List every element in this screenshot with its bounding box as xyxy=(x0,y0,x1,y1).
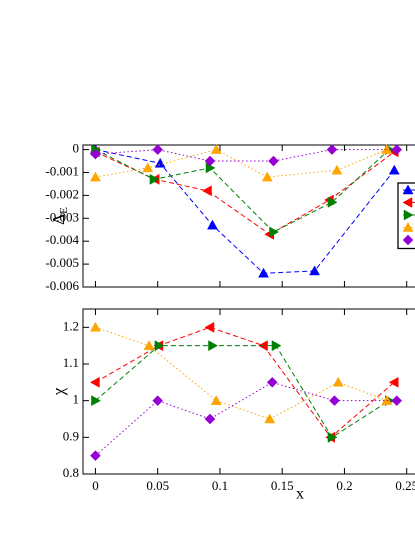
marker xyxy=(208,340,218,352)
series-line xyxy=(95,345,390,439)
y-axis-label-sub: E xyxy=(58,207,70,214)
marker xyxy=(89,376,100,388)
marker xyxy=(91,395,101,407)
x-tick-label: 0.05 xyxy=(146,478,169,493)
y-tick-label: 1 xyxy=(73,392,80,407)
series-line xyxy=(95,149,390,233)
x-tick-label: 0.15 xyxy=(271,478,294,493)
marker xyxy=(388,164,400,175)
marker xyxy=(388,376,399,388)
series-line xyxy=(95,326,395,439)
marker xyxy=(327,431,338,443)
y-axis-label: χ xyxy=(49,387,68,396)
y-tick-label: -0.003 xyxy=(45,209,79,224)
legend-marker xyxy=(402,234,414,246)
marker xyxy=(143,340,155,350)
marker xyxy=(309,265,320,276)
y-tick-label: -0.005 xyxy=(45,255,79,270)
marker xyxy=(266,376,278,388)
y-axis-label-main: Δ xyxy=(49,214,68,225)
marker xyxy=(154,157,166,168)
marker xyxy=(327,196,338,208)
marker xyxy=(207,219,218,230)
y-tick-label: -0.004 xyxy=(45,232,79,247)
marker xyxy=(261,171,273,182)
legend-marker xyxy=(402,184,414,195)
y-axis-label-main: χ xyxy=(49,387,68,396)
x-tick-label: 0.2 xyxy=(336,478,352,493)
marker xyxy=(391,395,403,407)
marker xyxy=(391,144,403,155)
marker xyxy=(329,395,340,407)
x-tick-label: 0.1 xyxy=(212,478,228,493)
legend-marker xyxy=(402,221,414,232)
marker xyxy=(332,376,344,387)
marker xyxy=(152,395,164,407)
series-line xyxy=(95,149,395,274)
y-tick-label: 0 xyxy=(73,141,80,156)
marker xyxy=(90,321,101,332)
y-tick-label: 1.2 xyxy=(63,318,79,333)
marker xyxy=(154,340,165,352)
marker xyxy=(331,164,343,175)
marker xyxy=(269,226,279,238)
series-line xyxy=(95,151,395,235)
legend xyxy=(397,182,415,250)
y-tick-label: -0.001 xyxy=(45,163,79,178)
marker xyxy=(149,173,160,185)
marker xyxy=(90,171,101,182)
legend-marker xyxy=(403,209,414,221)
y-tick-label: -0.006 xyxy=(45,278,79,293)
x-tick-label: 0.25 xyxy=(395,478,415,493)
marker xyxy=(268,155,279,167)
legend-marker xyxy=(402,197,413,208)
y-tick-label: -0.002 xyxy=(45,186,79,201)
y-tick-label: 0.9 xyxy=(63,428,79,443)
marker xyxy=(210,144,222,154)
series-line xyxy=(95,149,397,162)
marker xyxy=(264,413,276,424)
marker xyxy=(152,144,164,155)
y-tick-label: 1.1 xyxy=(63,355,79,370)
marker xyxy=(90,148,101,160)
marker xyxy=(258,267,269,278)
marker xyxy=(204,413,216,425)
marker xyxy=(326,144,338,155)
marker xyxy=(204,321,215,333)
series-line xyxy=(95,149,387,178)
marker xyxy=(142,162,154,173)
marker xyxy=(271,340,282,352)
plot-frame xyxy=(82,144,415,288)
marker xyxy=(201,185,212,197)
series-line xyxy=(95,381,397,457)
plot-frame xyxy=(82,308,415,475)
marker xyxy=(204,155,216,167)
series-line xyxy=(95,326,387,420)
x-tick-label: 0 xyxy=(92,478,99,493)
x-axis-label: x xyxy=(296,486,304,503)
marker xyxy=(90,450,101,462)
y-axis-label: ΔE xyxy=(49,207,70,225)
marker xyxy=(210,395,222,405)
y-tick-label: 0.8 xyxy=(63,465,79,480)
